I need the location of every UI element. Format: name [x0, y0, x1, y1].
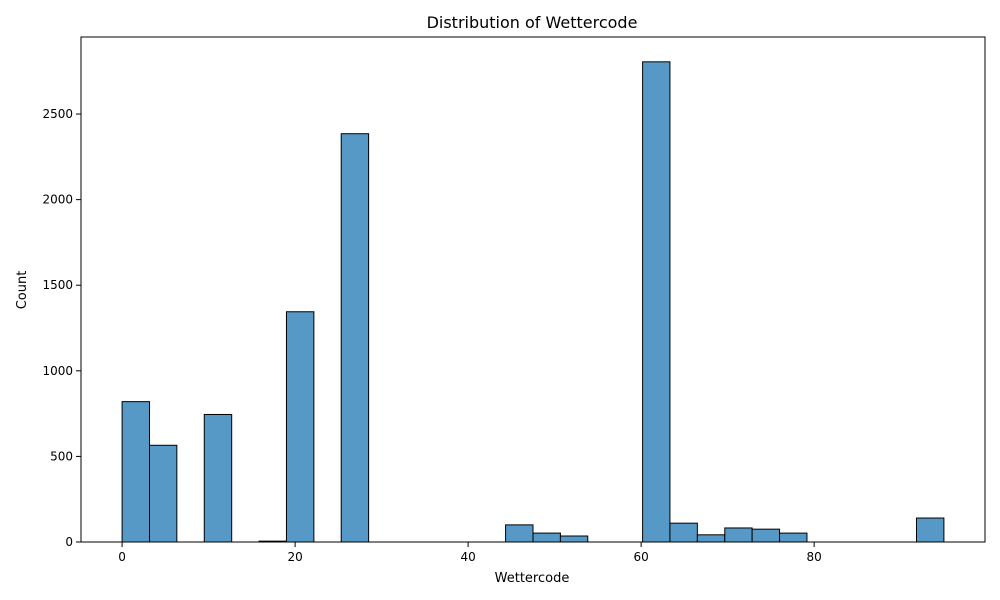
histogram-bar: [751, 528, 781, 543]
x-tick-label: 0: [118, 550, 126, 564]
x-tick-label: 40: [460, 550, 475, 564]
y-tick-label: 2500: [42, 107, 73, 121]
y-tick-label: 500: [50, 449, 73, 463]
histogram-bar: [203, 413, 233, 543]
x-axis-label: Wettercode: [495, 571, 570, 586]
chart-title: Distribution of Wettercode: [427, 13, 638, 32]
y-tick-label: 1500: [42, 278, 73, 292]
histogram-bar: [505, 524, 534, 543]
x-tick-label: 20: [287, 550, 302, 564]
plot-frame: [80, 36, 986, 543]
histogram-bars: [121, 61, 945, 543]
y-tick-label: 1000: [42, 364, 73, 378]
x-tick-label: 60: [633, 550, 648, 564]
y-axis-label: Count: [15, 271, 30, 310]
histogram-bar: [285, 311, 315, 543]
histogram-bar: [642, 61, 671, 543]
x-axis-ticks: 0 20 40 60 80: [118, 542, 822, 564]
x-tick-label: 80: [807, 550, 822, 564]
y-tick-label: 2000: [42, 193, 73, 207]
histogram-bar: [532, 532, 561, 543]
histogram-bar: [779, 532, 808, 543]
histogram-bar: [340, 133, 370, 543]
histogram-bar: [724, 527, 753, 543]
histogram-bar: [121, 401, 151, 543]
histogram-bar: [915, 517, 945, 543]
histogram-bar: [696, 534, 726, 543]
y-tick-label: 0: [65, 535, 73, 549]
histogram-bar: [669, 522, 698, 543]
histogram-bar: [149, 444, 178, 543]
y-axis-ticks: 0 500 1000 1500 2000 2500: [42, 107, 81, 549]
histogram-bar: [559, 535, 589, 543]
